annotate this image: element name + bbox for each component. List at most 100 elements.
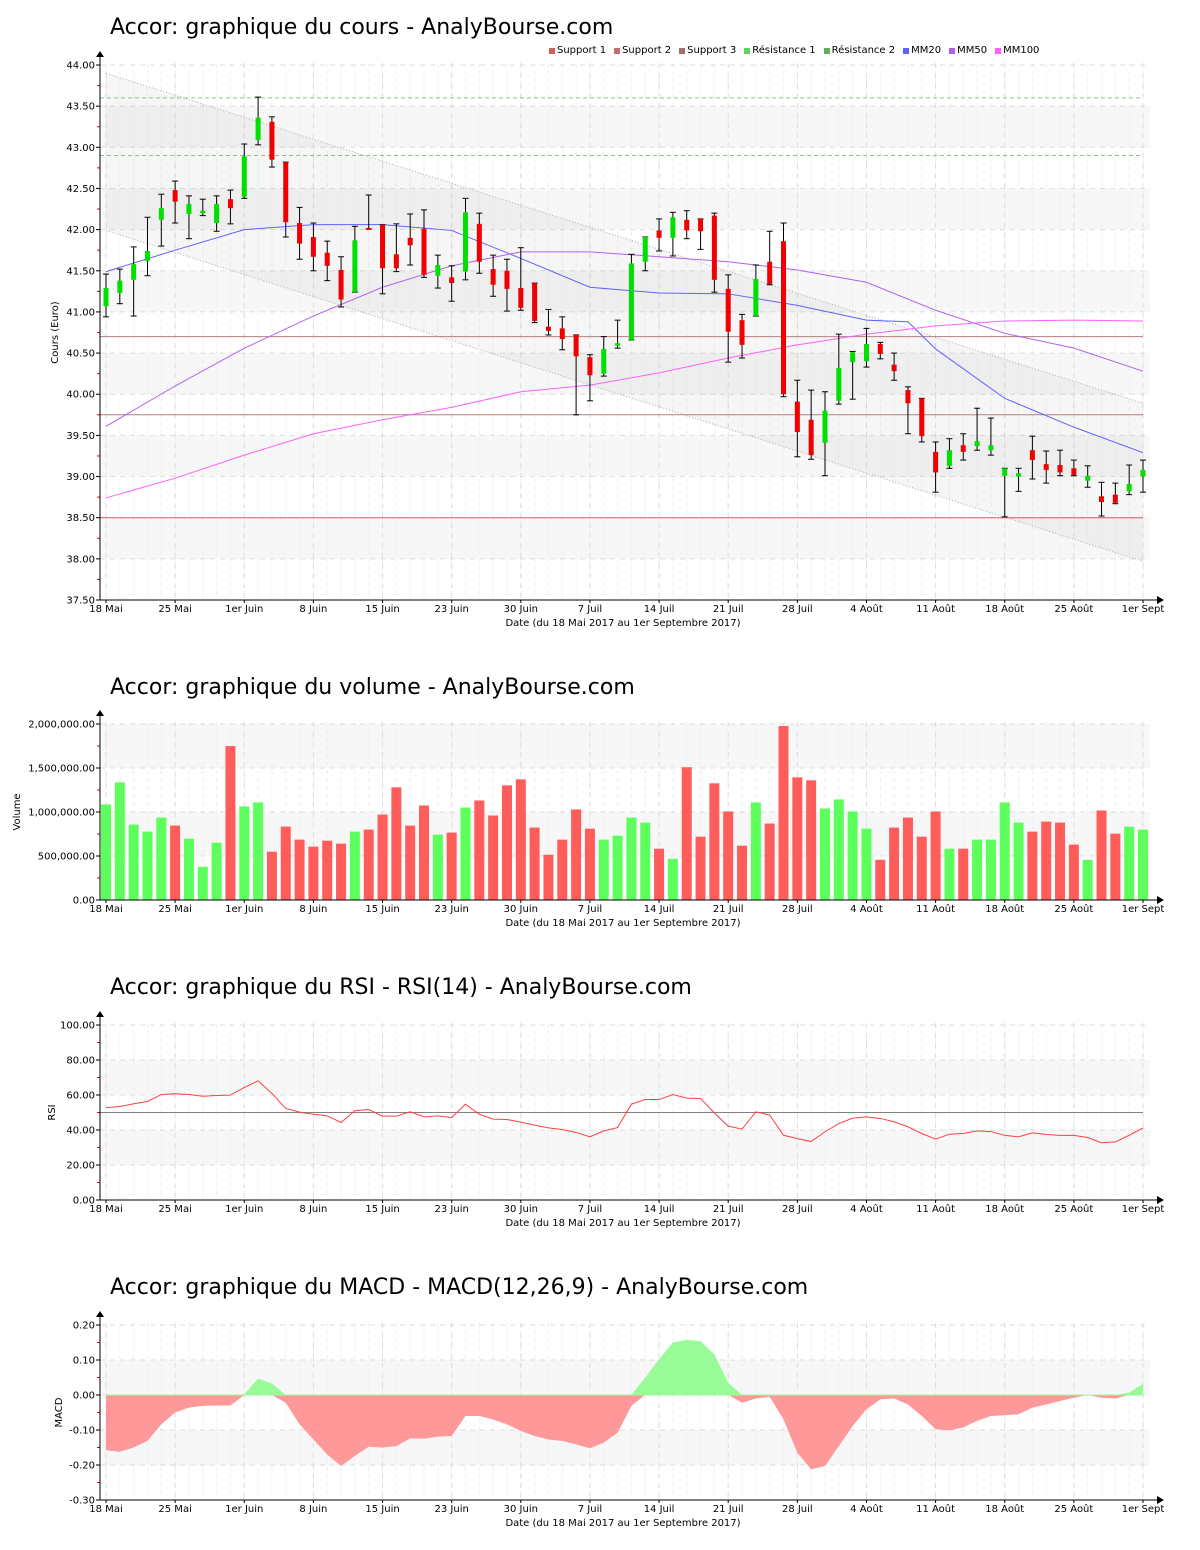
candlestick <box>1070 459 1077 477</box>
volume-bar <box>584 828 595 900</box>
candlestick <box>1001 467 1008 518</box>
candle-body <box>449 277 455 284</box>
candlestick <box>794 379 801 458</box>
candlestick <box>227 189 234 225</box>
mm100-line <box>105 319 1144 499</box>
candle-body <box>103 288 109 307</box>
legend-mm100: MM100 <box>995 45 1039 56</box>
candlestick <box>282 161 289 238</box>
x-tick-label: 14 Juil <box>644 604 675 615</box>
volume-bar <box>557 839 568 900</box>
y-tick-label: 0.10 <box>73 1356 95 1367</box>
volume-bar <box>806 780 817 900</box>
candlestick <box>1084 465 1091 488</box>
candle-body <box>794 401 800 433</box>
candle-body <box>615 343 621 346</box>
candlestick <box>490 254 497 297</box>
volume-bar <box>101 804 111 900</box>
legend-swatch <box>744 47 751 54</box>
volume-bar <box>723 811 734 900</box>
y-tick-label: 0.20 <box>73 1321 95 1332</box>
candle-body <box>808 419 814 456</box>
x-tick-label: 30 Juin <box>504 604 538 615</box>
candle-body <box>1071 468 1077 475</box>
legend-support-2: Support 2 <box>614 45 671 56</box>
candlestick <box>1112 482 1119 505</box>
candle-body <box>628 263 634 340</box>
y-tick-label: 60.00 <box>66 1091 95 1102</box>
price-panel: Accor: graphique du cours - AnalyBourse.… <box>50 15 1164 629</box>
volume-bar <box>1124 826 1135 900</box>
candlestick <box>144 216 151 277</box>
candle-body <box>753 279 759 317</box>
macd-panel: Accor: graphique du MACD - MACD(12,26,9)… <box>54 1275 1164 1529</box>
volume-bar <box>419 805 430 900</box>
candle-body <box>601 348 607 374</box>
volume-bar <box>336 843 347 900</box>
volume-bar <box>515 779 526 900</box>
y-tick-label: 41.00 <box>66 307 95 318</box>
candlestick <box>434 254 441 289</box>
y-tick-label: 42.50 <box>66 184 95 195</box>
x-tick-label: 11 Août <box>916 903 955 915</box>
candle-body <box>462 212 468 272</box>
volume-bar <box>667 858 678 900</box>
x-tick-label: 7 Juil <box>578 1204 602 1215</box>
candle-body <box>877 344 883 354</box>
volume-bar <box>405 825 416 900</box>
volume-panel: Accor: graphique du volume - AnalyBourse… <box>12 675 1164 929</box>
volume-bar <box>308 846 319 900</box>
x-tick-label: 14 Juil <box>644 1204 675 1215</box>
candlestick <box>849 350 856 400</box>
legend-swatch <box>903 47 910 54</box>
candle-body <box>518 288 524 308</box>
y-tick-label: 80.00 <box>66 1056 95 1067</box>
candlestick <box>1098 481 1105 517</box>
volume-bar <box>861 828 872 900</box>
y-tick-label: 40.00 <box>66 1126 95 1137</box>
volume-bar <box>1110 833 1121 900</box>
volume-bar <box>985 839 996 900</box>
candlestick <box>116 268 123 305</box>
candle-body <box>255 117 261 140</box>
x-tick-label: 15 Juin <box>365 1504 399 1515</box>
candle-body <box>587 357 593 376</box>
y-tick-label: 500,000.00 <box>38 852 95 863</box>
x-tick-label: 1er Sept <box>1122 604 1165 615</box>
candle-body <box>891 364 897 372</box>
candle-body <box>310 237 316 257</box>
volume-bar <box>889 827 900 900</box>
volume-bar <box>958 848 969 900</box>
y-tick-label: 43.50 <box>66 102 95 113</box>
volume-bar <box>363 829 374 900</box>
volume-bar <box>930 811 941 900</box>
volume-bar <box>833 799 844 900</box>
volume-bar <box>114 782 125 900</box>
volume-bar <box>902 817 913 900</box>
candlestick <box>780 222 787 398</box>
x-tick-label: 18 Août <box>985 903 1024 915</box>
x-tick-label: 30 Juin <box>504 1204 538 1215</box>
candlestick <box>932 441 939 493</box>
rsi-panel: Accor: graphique du RSI - RSI(14) - Anal… <box>47 975 1164 1229</box>
candle-body <box>863 344 869 362</box>
candlestick <box>172 180 179 224</box>
candle-body <box>919 398 925 437</box>
candlestick <box>448 265 455 302</box>
volume-bar <box>750 802 761 900</box>
candle-body <box>698 218 704 232</box>
volume-bar <box>266 851 277 900</box>
volume-bar <box>156 817 167 900</box>
candle-body <box>905 390 911 404</box>
y-tick-label: 2,000,000.00 <box>28 720 95 731</box>
candlestick <box>338 256 345 308</box>
x-axis-title: Date (du 18 Mai 2017 au 1er Septembre 20… <box>505 918 740 929</box>
candlestick <box>365 194 372 230</box>
candle-body <box>117 280 123 293</box>
x-tick-label: 25 Mai <box>158 904 191 915</box>
candle-body <box>1099 496 1105 503</box>
candle-body <box>131 264 137 280</box>
candle-body <box>1043 464 1049 470</box>
volume-bar <box>349 831 360 900</box>
